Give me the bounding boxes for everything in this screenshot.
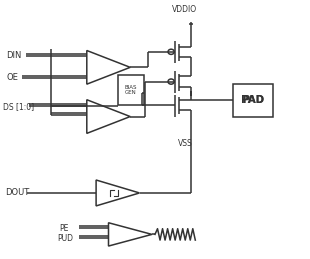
Text: DOUT: DOUT [5,189,29,197]
Text: PUD: PUD [57,234,73,243]
Text: DS [1:0]: DS [1:0] [3,102,34,111]
Text: BIAS
GEN: BIAS GEN [125,85,137,95]
Text: DIN: DIN [6,51,22,60]
Bar [118,75,144,105]
Text: PE: PE [59,224,68,233]
Text: VSS: VSS [178,139,193,148]
Text: OE: OE [6,73,18,82]
Text: VDDIO: VDDIO [172,5,197,14]
Text: PAD: PAD [242,96,264,105]
Bar [232,84,273,117]
Text: PAD: PAD [241,95,264,105]
